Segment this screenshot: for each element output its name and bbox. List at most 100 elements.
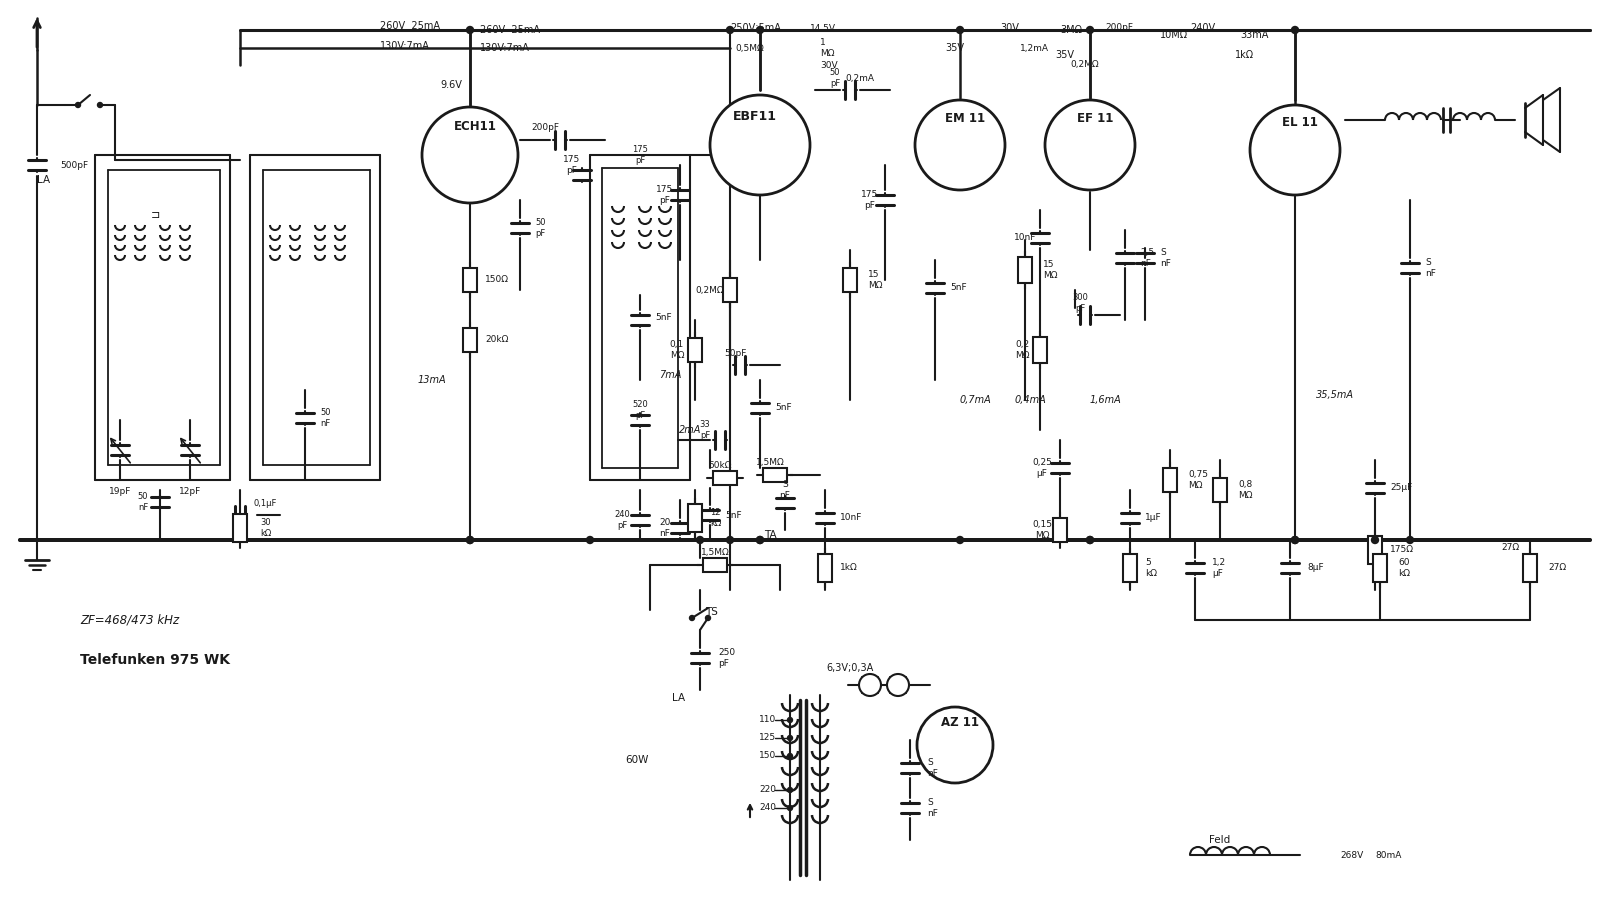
Bar <box>1053 518 1067 542</box>
Text: 150Ω: 150Ω <box>485 275 509 284</box>
Text: 150: 150 <box>760 751 776 761</box>
Text: 0,7mA: 0,7mA <box>958 395 990 405</box>
Text: 175
pF: 175 pF <box>563 155 581 174</box>
Circle shape <box>757 536 763 544</box>
Circle shape <box>422 107 518 203</box>
Text: 50
pF: 50 pF <box>830 68 840 88</box>
Text: 20kΩ: 20kΩ <box>485 335 509 344</box>
Circle shape <box>1086 536 1093 544</box>
Bar <box>702 558 726 572</box>
Text: 2mA: 2mA <box>678 425 701 435</box>
Text: 8µF: 8µF <box>1307 564 1323 572</box>
Circle shape <box>75 102 80 107</box>
Text: 5nF: 5nF <box>950 283 966 293</box>
Text: 0,4mA: 0,4mA <box>1014 395 1046 405</box>
Text: EM 11: EM 11 <box>946 112 986 125</box>
Text: 125: 125 <box>760 734 776 742</box>
Text: 300
pF: 300 pF <box>1072 294 1088 313</box>
Text: S
nF: S nF <box>1426 258 1435 278</box>
Text: 12
kΩ: 12 kΩ <box>710 509 722 528</box>
Circle shape <box>696 536 704 544</box>
Text: 520
pF: 520 pF <box>632 401 648 420</box>
Text: 0,8
MΩ: 0,8 MΩ <box>1238 480 1253 499</box>
Circle shape <box>690 616 694 620</box>
Circle shape <box>1371 536 1379 544</box>
Text: 1,5MΩ: 1,5MΩ <box>755 459 784 468</box>
Text: 25µF: 25µF <box>1390 484 1413 493</box>
Text: TA: TA <box>763 530 776 540</box>
Text: 175Ω: 175Ω <box>1390 545 1414 555</box>
Text: 175
pF: 175 pF <box>861 190 878 210</box>
Text: 130V:7mA: 130V:7mA <box>480 43 530 53</box>
Text: 50
pF: 50 pF <box>534 219 546 238</box>
Bar <box>234 514 246 542</box>
Text: 13mA: 13mA <box>418 375 446 385</box>
Text: ⊐: ⊐ <box>150 210 160 220</box>
Text: 0,2MΩ: 0,2MΩ <box>1070 61 1099 69</box>
Text: 240V: 240V <box>1190 23 1214 33</box>
Text: 250
pF: 250 pF <box>718 648 734 667</box>
Bar <box>462 328 477 352</box>
Text: 250V;5mA: 250V;5mA <box>730 23 781 33</box>
Text: 30
kΩ: 30 kΩ <box>259 519 272 538</box>
Circle shape <box>1250 105 1341 195</box>
Text: 3MΩ: 3MΩ <box>1059 25 1082 35</box>
Text: 175
pF: 175 pF <box>632 145 648 164</box>
Text: 260V  25mA: 260V 25mA <box>480 25 541 35</box>
Circle shape <box>98 102 102 107</box>
Circle shape <box>917 707 994 783</box>
Bar <box>1213 478 1227 502</box>
Circle shape <box>787 787 792 793</box>
Text: 33mA: 33mA <box>1240 30 1269 40</box>
Text: 260V  25mA: 260V 25mA <box>381 21 440 31</box>
Text: 27Ω: 27Ω <box>1501 544 1518 553</box>
Text: 1
MΩ: 1 MΩ <box>819 38 835 58</box>
Text: EBF11: EBF11 <box>733 111 778 124</box>
Text: ECH11: ECH11 <box>453 121 496 134</box>
Bar <box>723 278 738 302</box>
Text: 7mA: 7mA <box>659 370 682 380</box>
Bar <box>763 468 787 482</box>
Text: 220: 220 <box>760 785 776 795</box>
Text: 0,25
µF: 0,25 µF <box>1032 459 1051 478</box>
Circle shape <box>587 536 594 544</box>
Circle shape <box>787 806 792 810</box>
Text: LA: LA <box>672 693 685 703</box>
Text: 60
kΩ: 60 kΩ <box>1398 558 1410 578</box>
Text: 20
nF: 20 nF <box>659 519 670 538</box>
Circle shape <box>787 753 792 759</box>
Text: 30V: 30V <box>1000 23 1019 33</box>
Text: Feld: Feld <box>1210 835 1230 845</box>
Circle shape <box>1291 536 1299 544</box>
Text: 80mA: 80mA <box>1374 850 1402 859</box>
Circle shape <box>787 717 792 723</box>
Circle shape <box>957 27 963 33</box>
Text: 1kΩ: 1kΩ <box>1235 50 1254 60</box>
Circle shape <box>787 736 792 740</box>
Text: 0,2MΩ: 0,2MΩ <box>696 285 725 294</box>
Text: 15
MΩ: 15 MΩ <box>867 270 883 290</box>
Text: 1
kΩ: 1 kΩ <box>744 155 757 174</box>
Text: 33
pF: 33 pF <box>699 420 710 439</box>
Text: 60W: 60W <box>626 755 648 765</box>
Text: 200pF: 200pF <box>531 124 558 133</box>
Text: 1,2
µF: 1,2 µF <box>1213 558 1226 578</box>
Circle shape <box>1086 536 1093 544</box>
Text: 5nF: 5nF <box>654 314 672 322</box>
Text: 50pF: 50pF <box>723 349 746 357</box>
Circle shape <box>915 100 1005 190</box>
Text: 10MΩ: 10MΩ <box>1160 30 1189 40</box>
Bar <box>714 471 738 485</box>
Bar <box>1034 337 1046 363</box>
Circle shape <box>710 95 810 195</box>
Bar <box>843 268 858 292</box>
Text: 268V: 268V <box>1341 850 1363 859</box>
Bar <box>462 268 477 292</box>
Text: 1µF: 1µF <box>1146 513 1162 522</box>
Text: 5
kΩ: 5 kΩ <box>1146 558 1157 578</box>
Circle shape <box>1291 536 1299 544</box>
Text: AZ 11: AZ 11 <box>941 716 979 729</box>
Circle shape <box>726 27 733 33</box>
Text: Telefunken 975 WK: Telefunken 975 WK <box>80 653 230 667</box>
Text: 0,2
MΩ: 0,2 MΩ <box>1014 341 1029 360</box>
